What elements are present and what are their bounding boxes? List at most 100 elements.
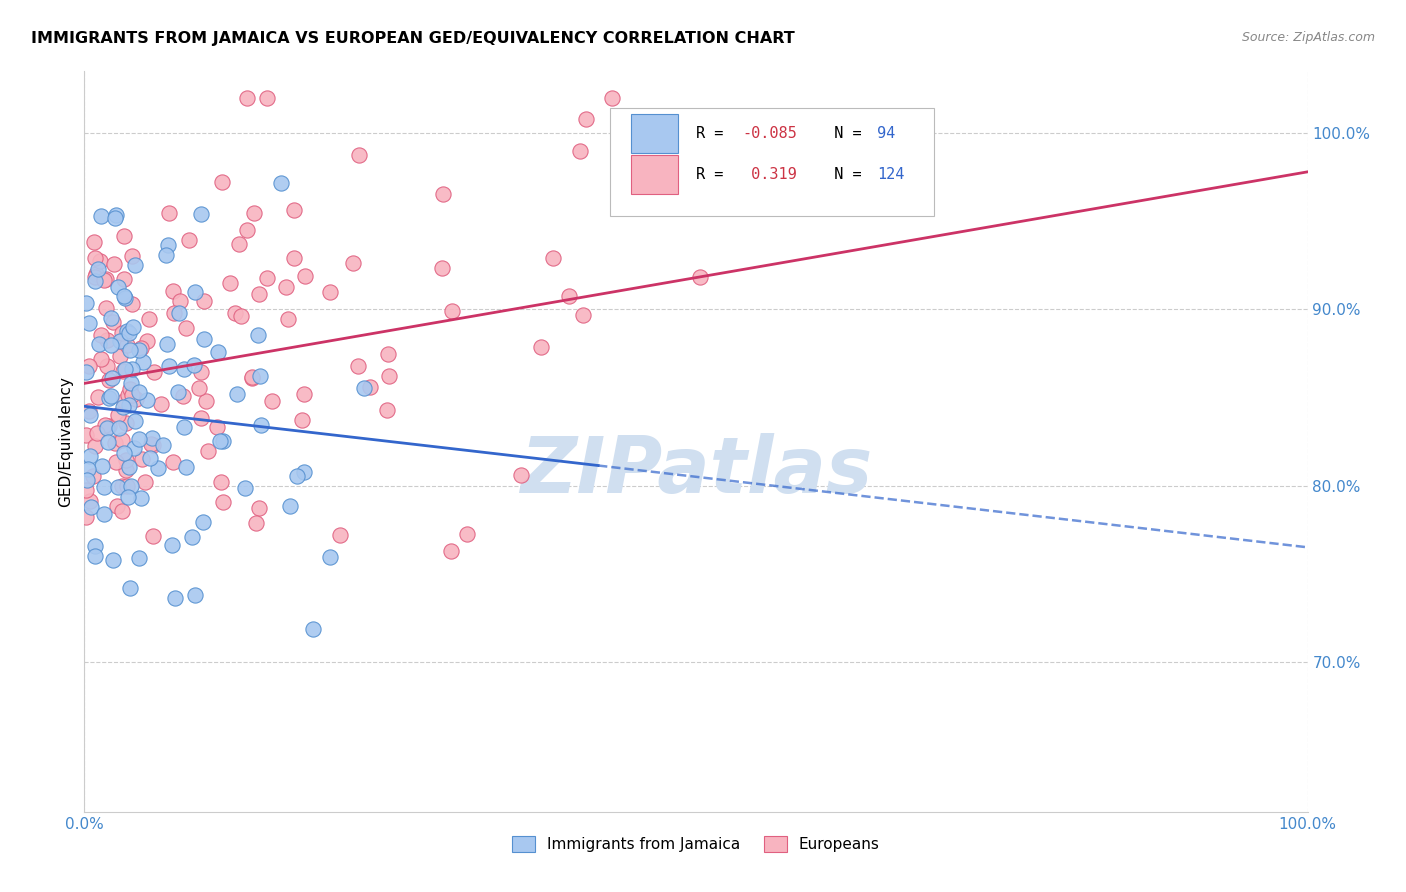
Point [342,255,364,269]
Point [128,432,150,446]
Point [177,233,200,247]
Point [110,350,132,364]
Point [157,206,180,220]
Point [100,310,122,325]
Point [141,432,163,446]
Point [117,398,139,412]
Point [79,449,101,463]
Point [107,480,129,494]
Point [285,469,308,483]
Point [173,362,195,376]
Point [75,510,97,524]
Point [98,391,121,405]
Point [136,334,159,349]
Point [209,475,232,490]
Point [91,459,114,474]
Point [124,258,146,272]
Point [274,280,297,294]
Point [79,494,101,508]
Point [353,380,375,394]
Point [90,209,112,223]
Text: N =: N = [815,126,870,141]
Point [83,251,105,265]
Point [195,394,218,409]
Point [602,91,624,105]
Point [112,394,135,409]
Point [235,91,257,105]
Point [148,461,170,475]
Point [100,338,122,352]
Point [208,434,231,449]
Point [96,421,118,435]
Point [346,359,368,373]
Point [157,359,180,373]
Point [256,91,278,105]
Point [187,381,209,395]
Point [256,271,278,285]
Point [190,207,212,221]
Point [243,206,266,220]
Point [114,362,136,376]
Point [294,466,316,480]
Point [90,352,112,367]
Point [76,473,98,487]
Point [83,539,105,553]
Point [111,326,134,340]
Point [128,343,150,357]
Point [87,390,110,404]
Point [112,229,135,244]
Point [80,500,103,515]
Point [138,311,160,326]
Point [114,463,136,477]
Point [139,437,162,451]
Point [97,373,120,387]
Point [240,370,263,384]
FancyBboxPatch shape [610,109,935,216]
Point [93,417,115,432]
Point [224,305,246,319]
FancyBboxPatch shape [631,155,678,194]
Point [79,408,101,422]
Point [120,382,142,396]
Point [270,176,292,190]
Text: 94: 94 [877,126,896,141]
Point [118,343,141,357]
Point [162,284,184,298]
Point [134,475,156,490]
Point [174,459,197,474]
Point [75,295,97,310]
Point [86,262,108,277]
Point [156,237,179,252]
Point [107,421,129,435]
Point [125,392,148,407]
Point [245,516,267,531]
Point [120,376,142,391]
Point [115,338,138,352]
Text: 124: 124 [877,167,904,182]
Point [430,260,453,275]
Point [291,413,314,427]
Point [108,334,131,348]
Point [197,444,219,458]
Point [319,285,342,300]
Point [183,358,205,372]
Point [121,388,143,402]
Point [101,371,124,385]
Point [228,237,250,252]
Point [262,393,284,408]
Point [193,293,215,308]
Point [247,328,270,343]
Point [190,410,212,425]
Point [441,303,464,318]
Point [211,434,233,448]
Point [114,291,136,305]
Point [166,385,188,400]
Point [117,478,139,492]
Point [132,355,155,369]
Point [456,526,478,541]
Point [152,438,174,452]
Point [149,397,172,411]
Point [121,297,143,311]
Point [111,504,134,518]
Point [247,500,270,515]
